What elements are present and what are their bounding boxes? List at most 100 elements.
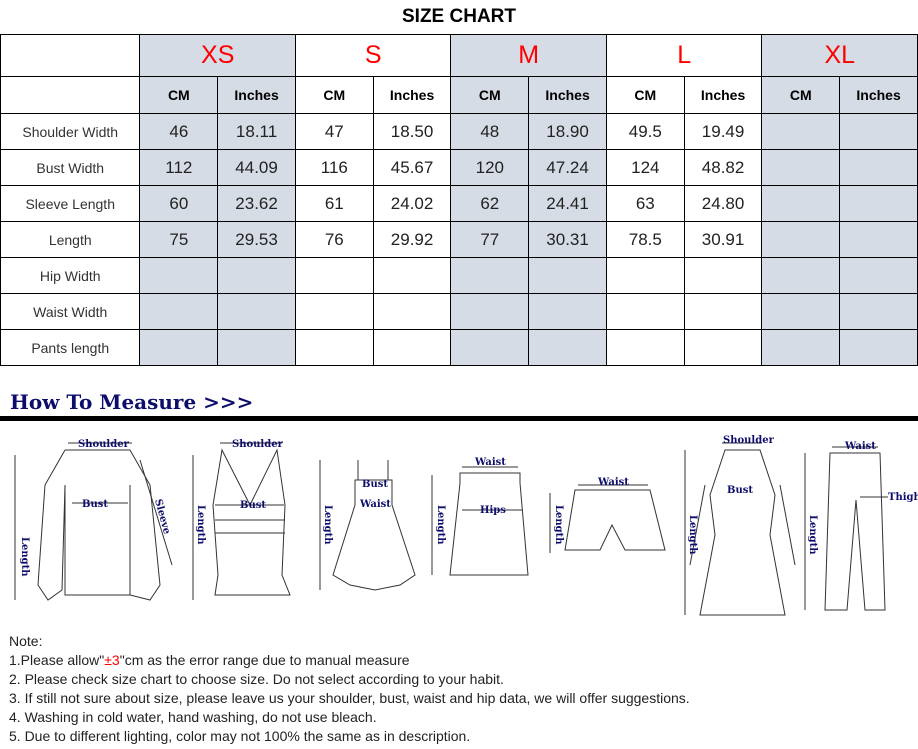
measurement-cell xyxy=(294,329,374,366)
size-header: M xyxy=(450,34,607,77)
measurement-cell xyxy=(761,293,841,330)
measurement-cell xyxy=(761,185,841,222)
table-row: Hip Width xyxy=(0,257,918,294)
measurement-cell: 60 xyxy=(139,185,219,222)
notes-heading: Note: xyxy=(9,633,43,649)
measurement-cell: 61 xyxy=(294,185,374,222)
measurement-cell: 78.5 xyxy=(605,221,685,258)
measurement-cell: 24.41 xyxy=(528,185,607,222)
svg-text:Waist: Waist xyxy=(597,477,629,488)
measurement-cell xyxy=(839,113,918,150)
size-header: XL xyxy=(761,34,918,77)
measurement-cell xyxy=(528,293,607,330)
measurement-cell xyxy=(839,221,918,258)
svg-text:Waist: Waist xyxy=(474,457,506,468)
svg-text:Length: Length xyxy=(687,515,698,555)
measurement-cell xyxy=(605,257,685,294)
svg-text:Bust: Bust xyxy=(82,499,108,510)
size-chart-title: SIZE CHART xyxy=(402,6,516,27)
measurement-cell xyxy=(683,293,763,330)
note-2: 2. Please check size chart to choose siz… xyxy=(9,671,504,687)
size-header: S xyxy=(294,34,452,77)
unit-header: Inches xyxy=(217,76,296,114)
measurement-cell: 75 xyxy=(139,221,219,258)
svg-text:Length: Length xyxy=(19,537,30,577)
pants-diagram: Waist Thigh Length xyxy=(804,441,918,611)
size-header: L xyxy=(605,34,763,77)
measurement-cell: 30.91 xyxy=(683,221,763,258)
error-range: ±3 xyxy=(104,652,120,668)
measurement-cell xyxy=(139,257,219,294)
measurement-diagrams: Shoulder Bust Length Sleeve Shoulder Bus… xyxy=(14,435,918,616)
measurement-cell xyxy=(761,113,841,150)
measurement-cell xyxy=(761,257,841,294)
measurement-cell: 24.02 xyxy=(372,185,452,222)
measurement-cell xyxy=(839,185,918,222)
svg-text:Hips: Hips xyxy=(480,505,506,516)
row-label: Shoulder Width xyxy=(0,113,141,150)
measurement-cell: 63 xyxy=(605,185,685,222)
how-to-measure-heading: How To Measure >>> xyxy=(10,390,254,414)
size-header-row: XS S M L XL xyxy=(0,34,918,77)
measurement-cell xyxy=(605,329,685,366)
measurement-cell xyxy=(450,329,530,366)
svg-text:Sleeve: Sleeve xyxy=(152,498,172,536)
measurement-cell: 23.62 xyxy=(217,185,296,222)
measurement-cell xyxy=(139,293,219,330)
svg-text:Bust: Bust xyxy=(240,500,266,511)
svg-text:Length: Length xyxy=(553,505,564,545)
measurement-cell: 77 xyxy=(450,221,530,258)
measurement-cell xyxy=(761,149,841,186)
measurement-cell: 112 xyxy=(139,149,219,186)
measurement-cell xyxy=(139,329,219,366)
vest-diagram: Shoulder Bust Length xyxy=(192,439,291,600)
measurement-cell: 76 xyxy=(294,221,374,258)
unit-header-row: CM Inches CM Inches CM Inches CM Inches CM Inches xyxy=(0,76,918,114)
measurement-cell xyxy=(761,329,841,366)
measurement-cell: 19.49 xyxy=(683,113,763,150)
notes: Note: 1.Please allow"±3"cm as the error … xyxy=(9,632,690,746)
table-row: Length 75 29.53 76 29.92 77 30.31 78.5 30.91 xyxy=(0,221,918,258)
unit-header: Inches xyxy=(528,76,607,114)
table-row: Pants length xyxy=(0,329,918,366)
corner-cell xyxy=(0,34,141,77)
blouse-diagram: Shoulder Bust Length Sleeve xyxy=(14,439,173,601)
measurement-cell: 46 xyxy=(139,113,219,150)
table-row: Sleeve Length 60 23.62 61 24.02 62 24.41 63 24.8… xyxy=(0,185,918,222)
row-label: Pants length xyxy=(0,329,141,366)
measurement-cell: 29.53 xyxy=(217,221,296,258)
unit-header: CM xyxy=(605,76,685,114)
measurement-cell: 18.50 xyxy=(372,113,452,150)
size-header: XS xyxy=(139,34,296,77)
measurement-cell xyxy=(372,329,452,366)
measurement-cell xyxy=(839,149,918,186)
measurement-cell: 47.24 xyxy=(528,149,607,186)
measurement-cell xyxy=(294,293,374,330)
measurement-cell xyxy=(839,257,918,294)
corner-cell xyxy=(0,76,141,114)
note-1: 1.Please allow"±3"cm as the error range … xyxy=(9,651,690,670)
svg-text:Shoulder: Shoulder xyxy=(723,435,775,446)
measurement-cell xyxy=(294,257,374,294)
measurement-cell xyxy=(217,329,296,366)
unit-header: Inches xyxy=(372,76,452,114)
svg-text:Thigh: Thigh xyxy=(888,492,918,503)
measurement-cell xyxy=(839,293,918,330)
unit-header: CM xyxy=(450,76,530,114)
svg-text:Shoulder: Shoulder xyxy=(232,439,284,450)
measurement-cell xyxy=(683,329,763,366)
measurement-cell: 45.67 xyxy=(372,149,452,186)
measurement-cell xyxy=(839,329,918,366)
row-label: Bust Width xyxy=(0,149,141,186)
row-label: Waist Width xyxy=(0,293,141,330)
unit-header: CM xyxy=(294,76,374,114)
measurement-cell xyxy=(372,293,452,330)
svg-text:Bust: Bust xyxy=(362,479,388,490)
unit-header: Inches xyxy=(839,76,918,114)
measurement-cell xyxy=(683,257,763,294)
svg-text:Length: Length xyxy=(435,505,446,545)
measurement-cell: 124 xyxy=(605,149,685,186)
measurement-cell: 49.5 xyxy=(605,113,685,150)
measurement-cell: 120 xyxy=(450,149,530,186)
measurement-cell xyxy=(605,293,685,330)
